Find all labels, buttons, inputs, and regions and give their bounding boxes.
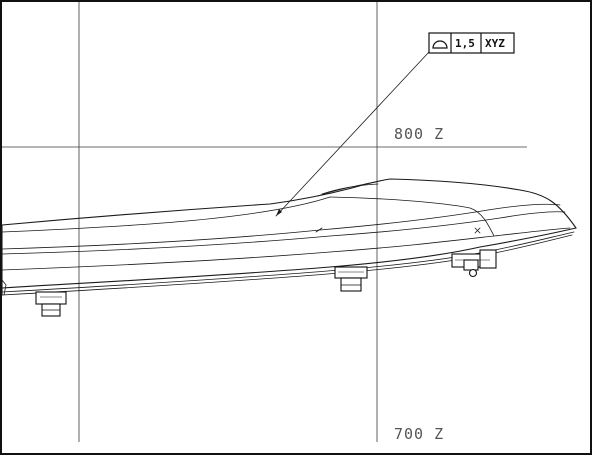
mounting-stud-right [451, 249, 497, 278]
mounting-stud-middle [334, 266, 368, 292]
part-body [1, 178, 577, 296]
profile-of-surface-icon [432, 40, 448, 49]
reference-grid [2, 2, 527, 442]
tolerance-value: 1,5 [455, 37, 475, 50]
leader-line [275, 51, 430, 217]
datum-reference: XYZ [485, 37, 505, 50]
reference-cross-mark [474, 227, 481, 234]
gridline-label-800z: 800 Z [394, 125, 444, 143]
gridline-label-700z: 700 Z [394, 425, 444, 443]
mounting-stud-left [35, 291, 67, 317]
tolerance-frame: 1,5 XYZ [428, 32, 515, 54]
part-top-contour [1, 178, 577, 229]
part-bottom-contour [1, 227, 577, 289]
